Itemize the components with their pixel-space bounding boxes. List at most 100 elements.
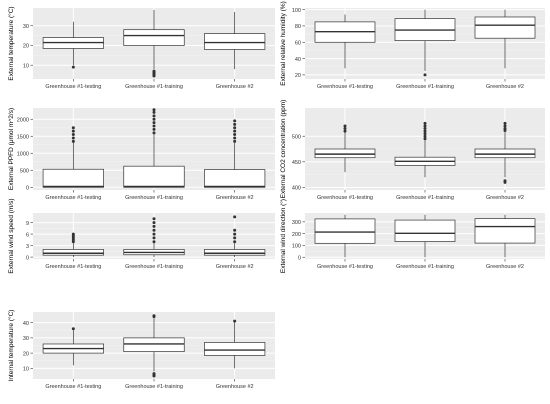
- box-iqr: [123, 29, 185, 46]
- outlier-point: [71, 126, 75, 130]
- outlier-point: [152, 217, 156, 221]
- box-2: [394, 214, 456, 258]
- x-tick-label: Greenhouse #1-testing: [45, 384, 101, 390]
- y-tick-label: 10: [23, 63, 29, 69]
- outlier-point: [152, 314, 156, 318]
- box-2: [394, 9, 456, 77]
- box-1: [42, 126, 104, 188]
- outlier-point: [152, 372, 156, 376]
- outlier-point: [71, 133, 75, 137]
- y-axis-title: External wind speed (m/s): [8, 198, 15, 273]
- x-tick-label: Greenhouse #1-training: [125, 195, 183, 201]
- outlier-point: [233, 133, 237, 137]
- box-2: [123, 9, 185, 78]
- outlier-point: [152, 117, 156, 121]
- x-tick-label: Greenhouse #1-training: [125, 384, 183, 390]
- outlier-point: [423, 129, 427, 133]
- y-tick-label: 0: [26, 185, 29, 191]
- outlier-point: [233, 122, 237, 126]
- x-tick-label: Greenhouse #1-testing: [317, 84, 373, 90]
- outlier-point: [71, 129, 75, 133]
- outlier-point: [233, 232, 237, 236]
- y-tick-label: 1000: [17, 151, 29, 157]
- outlier-point: [152, 228, 156, 232]
- x-tick-label: Greenhouse #2: [216, 195, 254, 201]
- y-tick-label: 20: [295, 73, 301, 79]
- y-tick-label: 30: [23, 336, 29, 342]
- box-1: [314, 124, 376, 173]
- outlier-point: [233, 119, 237, 123]
- box-1: [314, 214, 376, 258]
- x-tick-label: Greenhouse #2: [486, 264, 524, 270]
- y-axis-title: External relative humidity (%): [280, 1, 287, 86]
- box-iqr: [474, 148, 536, 159]
- box-2: [123, 314, 185, 378]
- y-tick-label: 200: [292, 232, 301, 238]
- outlier-point: [233, 215, 237, 219]
- box-3: [204, 215, 266, 258]
- y-axis-title: External wind direction (°): [279, 199, 287, 273]
- outlier-point: [71, 136, 75, 140]
- box-iqr: [204, 33, 266, 50]
- outlier-point: [152, 224, 156, 228]
- box-iqr: [204, 249, 266, 256]
- x-tick-label: Greenhouse #2: [216, 264, 254, 270]
- box-iqr: [474, 16, 536, 39]
- panel-3: 0 500 1000 1500 2000 Greenhouse #1-testing Gre…: [8, 108, 275, 201]
- y-tick-label: 100: [292, 8, 301, 14]
- outlier-point: [423, 73, 427, 77]
- y-tick-label: 3: [26, 244, 29, 250]
- y-tick-label: 30: [23, 24, 29, 30]
- x-tick-label: Greenhouse #2: [216, 84, 254, 90]
- x-tick-label: Greenhouse #1-training: [396, 84, 454, 90]
- box-3: [204, 119, 266, 188]
- outlier-point: [71, 139, 75, 143]
- x-tick-label: Greenhouse #1-training: [396, 264, 454, 270]
- outlier-point: [71, 327, 75, 331]
- y-tick-label: 2000: [17, 117, 29, 123]
- outlier-point: [343, 129, 347, 133]
- x-tick-label: Greenhouse #1-training: [396, 195, 454, 201]
- y-tick-label: 300: [292, 220, 301, 226]
- box-iqr: [394, 219, 456, 242]
- outlier-point: [233, 136, 237, 140]
- outlier-point: [503, 129, 507, 133]
- outlier-point: [343, 124, 347, 128]
- outlier-point: [152, 69, 156, 73]
- y-tick-label: 40: [23, 321, 29, 327]
- y-tick-label: 80: [295, 24, 301, 30]
- x-tick-label: Greenhouse #1-testing: [317, 195, 373, 201]
- x-tick-label: Greenhouse #2: [216, 384, 254, 390]
- panel-2: 20 40 60 80 100 Greenhouse #1-testing Greenhou…: [280, 1, 545, 90]
- box-iqr: [42, 168, 104, 188]
- y-tick-label: 400: [292, 186, 301, 192]
- y-tick-label: 450: [292, 160, 301, 166]
- panel-4: 400 450 500 Greenhouse #1-testing Greenhouse…: [280, 100, 545, 201]
- outlier-point: [233, 129, 237, 133]
- outlier-point: [423, 121, 427, 125]
- outlier-point: [152, 114, 156, 118]
- y-tick-label: 9: [26, 221, 29, 227]
- outlier-point: [423, 124, 427, 128]
- outlier-point: [233, 228, 237, 232]
- outlier-point: [233, 236, 237, 240]
- panel-7: 10 20 30 40 Greenhouse #1-testing Greenhouse …: [7, 310, 275, 390]
- outlier-point: [233, 319, 237, 323]
- box-iqr: [204, 169, 266, 188]
- y-tick-label: 0: [26, 255, 29, 261]
- box-3: [204, 11, 266, 70]
- box-iqr: [42, 249, 104, 256]
- y-tick-label: 500: [292, 134, 301, 140]
- y-tick-label: 1500: [17, 134, 29, 140]
- outlier-point: [71, 232, 75, 236]
- outlier-point: [233, 240, 237, 244]
- x-tick-label: Greenhouse #1-testing: [317, 264, 373, 270]
- panel-5: 0 3 6 9 Greenhouse #1-testing Greenhouse #1-t…: [8, 198, 275, 274]
- box-1: [314, 14, 376, 69]
- y-tick-label: 20: [23, 44, 29, 50]
- box-1: [42, 327, 104, 366]
- y-axis-title: External CO2 concentration (ppm): [280, 100, 287, 199]
- box-3: [474, 9, 536, 69]
- x-tick-label: Greenhouse #1-testing: [45, 264, 101, 270]
